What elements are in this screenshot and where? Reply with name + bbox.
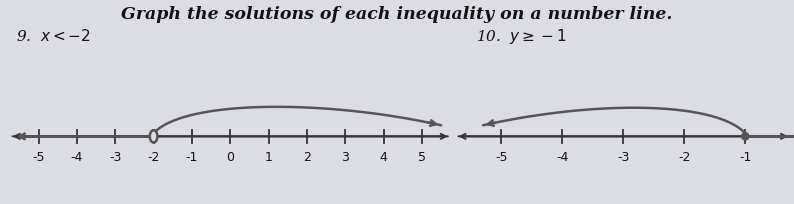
Text: 3: 3 (341, 150, 349, 163)
Text: 5: 5 (418, 150, 426, 163)
Text: -5: -5 (495, 150, 507, 163)
Text: 4: 4 (380, 150, 387, 163)
Text: -1: -1 (739, 150, 751, 163)
Circle shape (150, 131, 157, 143)
Text: -2: -2 (678, 150, 691, 163)
Text: -1: -1 (186, 150, 198, 163)
Text: -5: -5 (33, 150, 44, 163)
Text: -4: -4 (71, 150, 83, 163)
Text: Graph the solutions of each inequality on a number line.: Graph the solutions of each inequality o… (121, 6, 673, 23)
Text: 10.  $y \geq -1$: 10. $y \geq -1$ (476, 27, 567, 46)
Circle shape (742, 134, 748, 140)
Text: 2: 2 (303, 150, 311, 163)
Text: -2: -2 (148, 150, 160, 163)
Text: -4: -4 (556, 150, 569, 163)
Text: 0: 0 (226, 150, 234, 163)
Text: -3: -3 (617, 150, 630, 163)
Text: 9.  $x < -2$: 9. $x < -2$ (16, 28, 91, 44)
Text: 1: 1 (264, 150, 272, 163)
Text: -3: -3 (109, 150, 121, 163)
